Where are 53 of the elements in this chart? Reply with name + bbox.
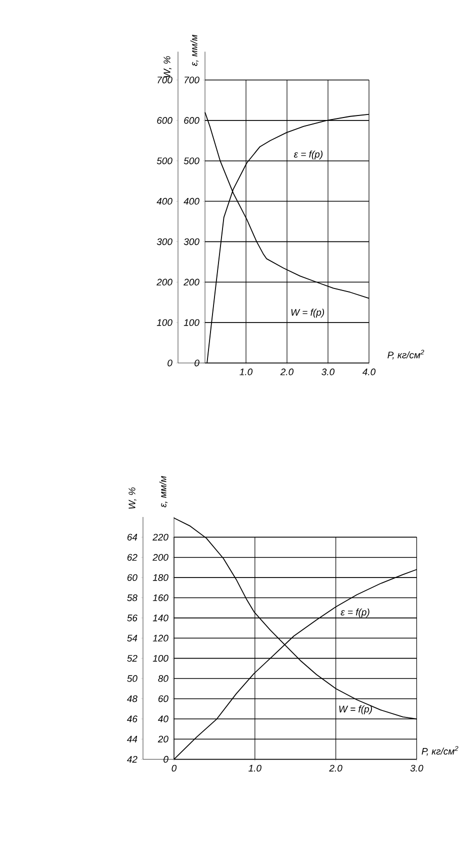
x-tick-label: 2.0 bbox=[329, 764, 342, 772]
y2-tick-label: 220 bbox=[152, 534, 168, 541]
y2-tick-label: 500 bbox=[184, 157, 200, 164]
y-tick-label: 58 bbox=[127, 594, 138, 602]
y-tick-label: 64 bbox=[127, 534, 138, 541]
y2-tick-label: 140 bbox=[152, 614, 168, 622]
y-tick-label: 46 bbox=[126, 716, 138, 722]
y2-tick-label: 80 bbox=[158, 675, 168, 682]
y2-tick-label: 600 bbox=[184, 117, 200, 124]
y-tick-label: 300 bbox=[156, 238, 172, 246]
y-tick-label: 60 bbox=[127, 574, 138, 581]
x-tick-label: 3.0 bbox=[410, 764, 424, 772]
y-tick-label: 600 bbox=[157, 117, 172, 124]
y2-axis-title: ε, мм/м bbox=[190, 34, 198, 66]
x-tick-label: 1.0 bbox=[240, 368, 253, 376]
x-tick-label: 3.0 bbox=[322, 368, 335, 376]
y2-tick-label: 120 bbox=[152, 634, 168, 642]
y-tick-label: 54 bbox=[127, 634, 138, 642]
y-tick-label: 400 bbox=[156, 198, 172, 205]
y-tick-label: 700 bbox=[158, 76, 172, 84]
y2-axis-title: ε, мм/м bbox=[159, 476, 168, 508]
y-axis-title: W, % bbox=[164, 56, 172, 78]
y2-tick-label: 700 bbox=[184, 76, 200, 84]
y-tick-label: 48 bbox=[126, 695, 138, 702]
series-label: W = f(p) bbox=[339, 705, 372, 714]
series-label: ε = f(p) bbox=[340, 608, 370, 618]
y-tick-label: 0 bbox=[168, 360, 172, 366]
y-tick-label: 100 bbox=[156, 319, 172, 326]
y2-tick-label: 160 bbox=[152, 594, 168, 602]
x-tick-label: 4.0 bbox=[362, 368, 376, 376]
y-tick-label: 500 bbox=[156, 157, 172, 164]
y2-tick-label: 20 bbox=[158, 736, 168, 742]
y2-tick-label: 300 bbox=[184, 238, 200, 246]
x-tick-label: 1.0 bbox=[248, 764, 262, 772]
y-tick-label: 200 bbox=[156, 278, 172, 286]
y2-tick-label: 400 bbox=[184, 198, 200, 205]
y-tick-label: 42 bbox=[126, 756, 138, 763]
y-tick-label: 52 bbox=[127, 654, 138, 662]
y2-tick-label: 100 bbox=[184, 319, 200, 326]
y2-tick-label: 200 bbox=[184, 278, 200, 286]
y-tick-label: 44 bbox=[126, 736, 138, 742]
y-axis-title: W, % bbox=[128, 488, 136, 509]
text: W = f(p) bbox=[291, 308, 324, 318]
y-tick-label: 50 bbox=[127, 675, 138, 682]
text: ε = f(p) bbox=[294, 150, 322, 160]
x-axis-title: Р, кг/см$^{2}$ bbox=[388, 350, 424, 360]
x-tick-label: 2.0 bbox=[280, 368, 294, 376]
x-axis-title: Р, кг/см$^{2}$ bbox=[422, 746, 458, 756]
y-tick-label: 62 bbox=[127, 554, 138, 561]
y2-tick-label: 0 bbox=[194, 360, 200, 366]
y-tick-label: 56 bbox=[127, 614, 138, 622]
y2-tick-label: 180 bbox=[152, 574, 168, 581]
y2-tick-label: 40 bbox=[158, 716, 168, 722]
